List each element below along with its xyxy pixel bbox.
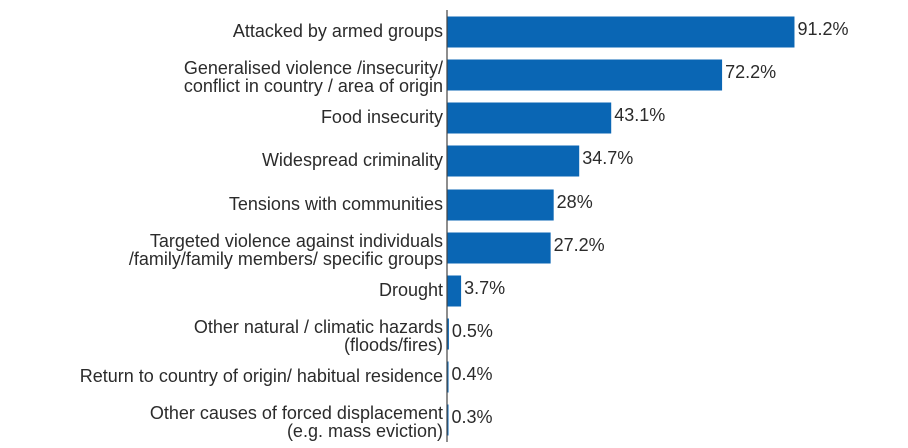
bar [447, 16, 795, 48]
bar [447, 404, 449, 436]
value-label: 91.2% [797, 19, 848, 39]
category-label: Return to country of origin/ habitual re… [80, 366, 443, 386]
category-label: Food insecurity [321, 107, 443, 127]
value-label: 0.3% [452, 407, 493, 427]
category-label: Tensions with communities [229, 194, 443, 214]
bar [447, 275, 462, 307]
category-label: (e.g. mass eviction) [287, 421, 443, 441]
value-label: 34.7% [582, 148, 633, 168]
bar [447, 232, 551, 264]
value-label: 72.2% [725, 62, 776, 82]
category-label: Other natural / climatic hazards [194, 317, 443, 337]
value-label: 28% [557, 192, 593, 212]
category-label: Generalised violence /insecurity/ [184, 58, 443, 78]
category-labels: Attacked by armed groups Generalised viol… [80, 21, 443, 441]
value-label: 0.5% [452, 321, 493, 341]
category-label: (floods/fires) [344, 335, 443, 355]
bar [447, 189, 554, 221]
category-label: /family/family members/ specific groups [129, 249, 443, 269]
value-label: 27.2% [554, 235, 605, 255]
bar [447, 361, 449, 393]
value-label: 43.1% [614, 105, 665, 125]
category-label: Targeted violence against individuals [150, 231, 443, 251]
value-label: 0.4% [452, 364, 493, 384]
bar [447, 102, 612, 134]
value-label: 3.7% [464, 278, 505, 298]
category-label: Drought [379, 280, 443, 300]
category-label: Attacked by armed groups [233, 21, 443, 41]
category-label: Other causes of forced displacement [150, 403, 443, 423]
category-label: Widespread criminality [262, 150, 443, 170]
value-labels: 91.2% 72.2% 43.1% 34.7% 28% 27.2% 3.7% 0.5% 0.4%… [452, 19, 849, 427]
bar [447, 59, 723, 91]
bars-group [447, 16, 795, 436]
category-label: conflict in country / area of origin [184, 76, 443, 96]
bar [447, 145, 580, 177]
bar [447, 318, 449, 350]
